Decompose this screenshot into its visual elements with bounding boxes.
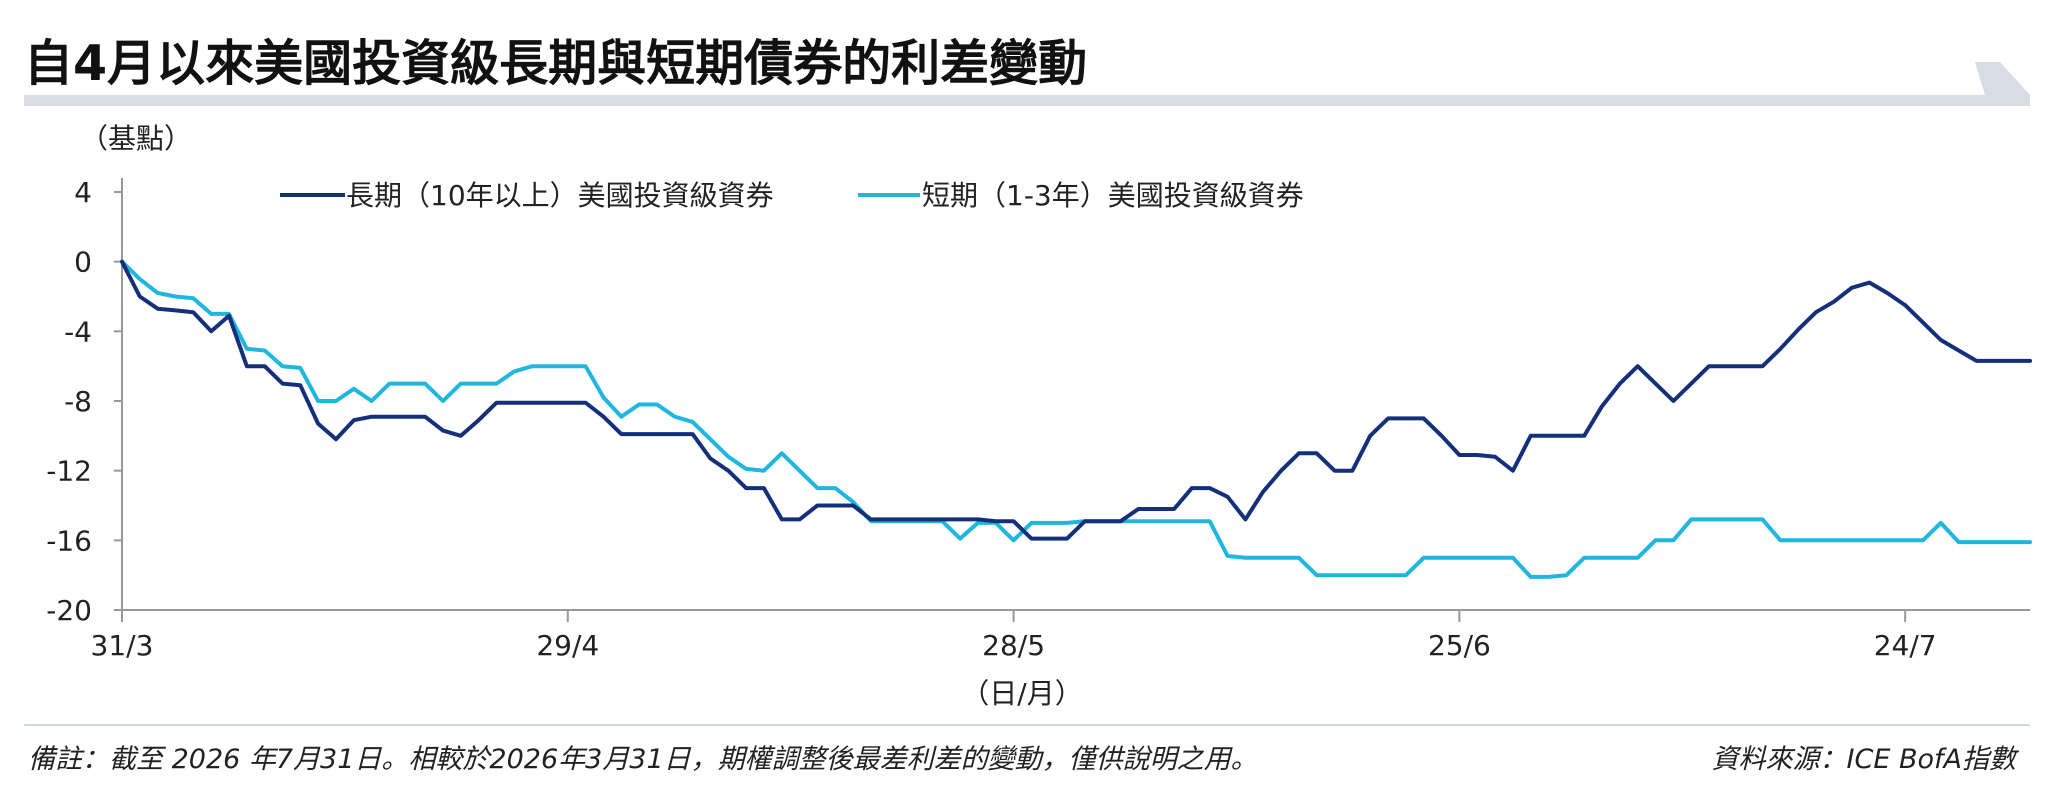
y-tick-label: 4: [74, 176, 92, 209]
title-banner: [24, 62, 2030, 106]
series-line-short: [120, 259, 2032, 579]
legend-label-short: 短期（1-3年）美國投資級資券: [922, 179, 1304, 212]
series-layer: [120, 259, 2032, 579]
footer-source: 資料來源：ICE BofA指數: [1712, 744, 2020, 775]
footer-note: 備註：截至 2026 年7月31日。相較於2026年3月31日，期權調整後最差利…: [28, 744, 1258, 775]
y-tick-label: -4: [64, 315, 92, 348]
axes: [121, 178, 2030, 611]
y-tick-label: -16: [46, 524, 92, 557]
y-tick-label: -20: [46, 594, 92, 627]
legend-label-long: 長期（10年以上）美國投資級資券: [346, 179, 774, 212]
x-axis-label: （日/月）: [961, 677, 1082, 710]
x-ticks: 31/3 29/4 28/5 25/6 24/7: [91, 610, 1937, 662]
x-tick-label: 24/7: [1874, 629, 1937, 662]
x-tick-label: 31/3: [91, 629, 154, 662]
y-axis-label: （基點）: [80, 122, 192, 155]
legend: 長期（10年以上）美國投資級資券 短期（1-3年）美國投資級資券: [280, 179, 1304, 212]
y-tick-label: -12: [46, 455, 92, 488]
x-tick-label: 25/6: [1428, 629, 1491, 662]
series-line-long: [120, 259, 2032, 541]
x-tick-label: 29/4: [536, 629, 599, 662]
y-tick-label: 0: [74, 246, 92, 279]
chart-title: 自4月以來美國投資級長期與短期債券的利差變動: [24, 35, 1087, 92]
y-tick-label: -8: [64, 385, 92, 418]
x-tick-label: 28/5: [982, 629, 1045, 662]
y-ticks: 4 0 -4 -8 -12 -16 -20: [46, 176, 122, 627]
